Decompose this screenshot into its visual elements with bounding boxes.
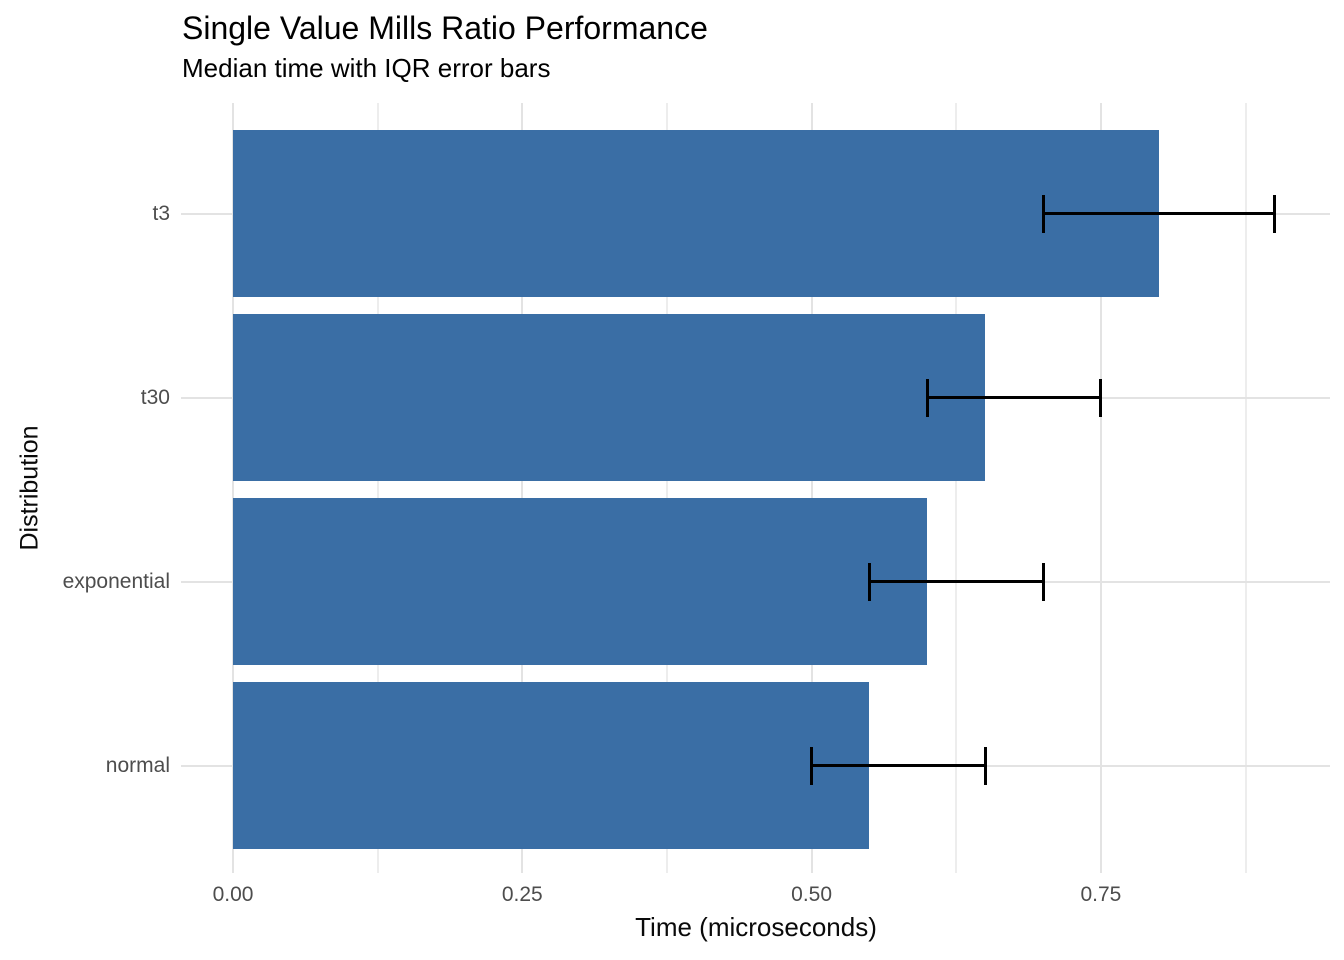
errorbar-line-exponential — [869, 580, 1043, 583]
x-tick-label-0.75: 0.75 — [1080, 883, 1122, 906]
errorbar-cap-left-t3 — [1041, 194, 1045, 233]
gridline-major-vertical — [810, 103, 813, 873]
y-axis-title: Distribution — [15, 425, 44, 551]
plot-panel — [232, 103, 1330, 873]
errorbar-line-t30 — [927, 396, 1101, 399]
gridline-minor-vertical — [665, 103, 668, 873]
y-tick-label-exponential: exponential — [62, 570, 170, 593]
errorbar-line-normal — [811, 764, 986, 767]
errorbar-cap-right-t3 — [1272, 194, 1276, 233]
y-tick-mark-exponential — [181, 580, 233, 583]
gridline-minor-vertical — [376, 103, 379, 873]
gridline-major-vertical — [1099, 103, 1102, 873]
bar-exponential — [233, 498, 928, 665]
errorbar-cap-right-normal — [983, 746, 987, 785]
y-tick-label-normal: normal — [105, 754, 170, 777]
errorbar-line-t3 — [1043, 212, 1275, 215]
gridline-minor-vertical — [955, 103, 958, 873]
errorbar-cap-left-t30 — [925, 378, 929, 417]
errorbar-cap-left-normal — [810, 746, 814, 785]
errorbar-cap-right-exponential — [1041, 562, 1045, 601]
y-tick-mark-normal — [181, 764, 233, 767]
y-tick-mark-t30 — [181, 396, 233, 399]
x-axis-title: Time (microseconds) — [635, 912, 877, 942]
errorbar-cap-left-exponential — [867, 562, 871, 601]
bar-t30 — [233, 314, 986, 481]
y-tick-mark-t3 — [181, 212, 233, 215]
gridline-major-vertical — [232, 103, 234, 873]
x-tick-label-0.50: 0.50 — [791, 883, 833, 906]
bar-t3 — [233, 130, 1159, 297]
chart-title: Single Value Mills Ratio Performance — [182, 10, 708, 46]
gridline-major-vertical — [521, 103, 524, 873]
y-tick-label-t30: t30 — [140, 386, 170, 409]
x-tick-label-0.25: 0.25 — [501, 883, 543, 906]
chart-subtitle: Median time with IQR error bars — [182, 53, 551, 83]
bar-normal — [233, 682, 870, 849]
x-tick-label-0.00: 0.00 — [212, 883, 254, 906]
y-tick-label-t3: t3 — [152, 202, 170, 225]
errorbar-cap-right-t30 — [1099, 378, 1103, 417]
gridline-minor-vertical — [1244, 103, 1247, 873]
